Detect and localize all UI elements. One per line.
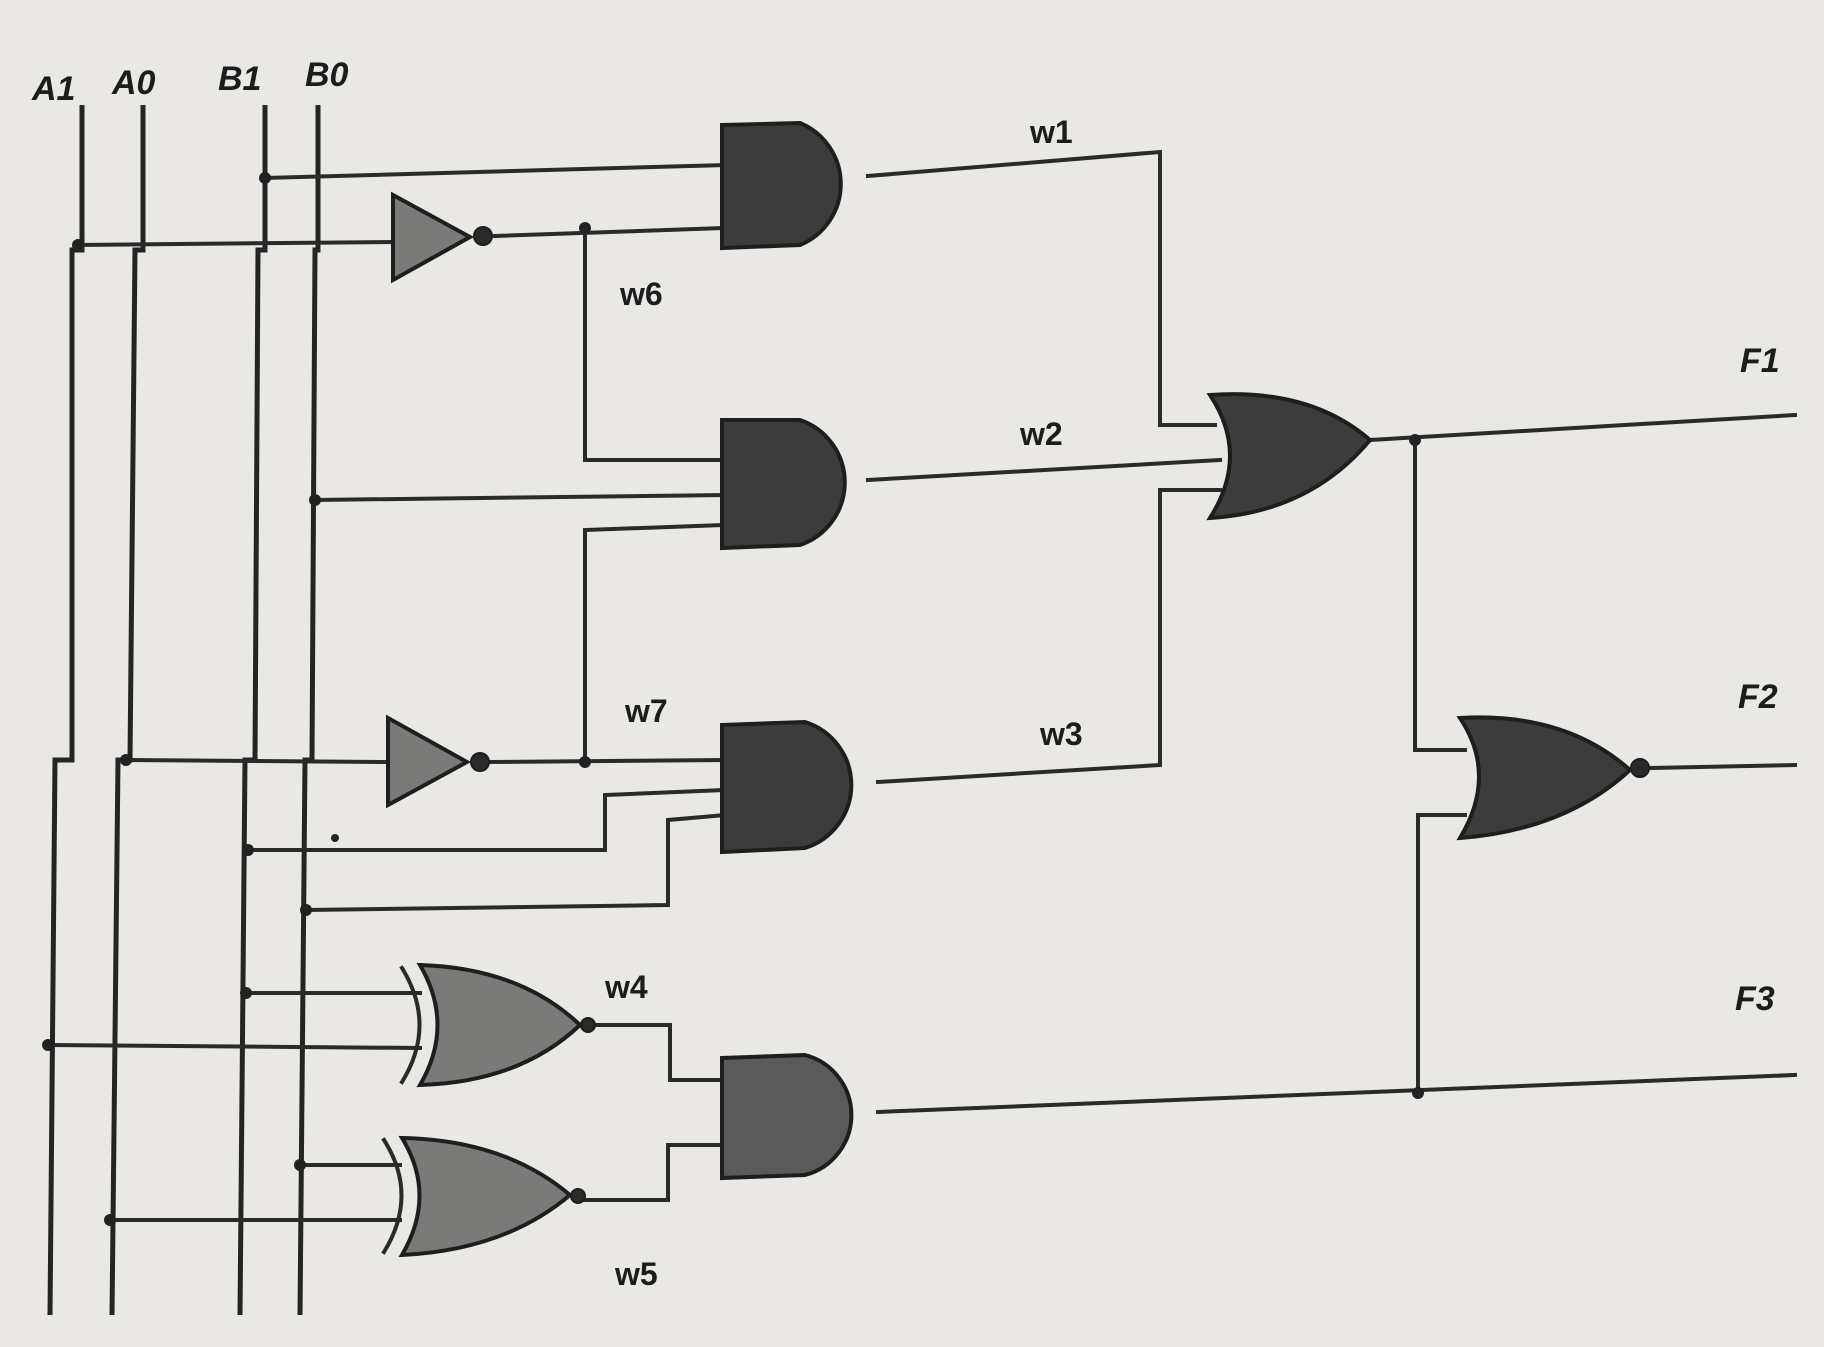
junction-node <box>120 754 132 766</box>
wire-b1-and3 <box>246 787 728 852</box>
wire-w7-and2 <box>583 522 728 762</box>
junction-node <box>309 494 321 506</box>
output-label-f3: F3 <box>1735 980 1775 1018</box>
junction-node <box>300 904 312 916</box>
and-gate-2 <box>720 418 847 551</box>
wire-label-w2: w2 <box>1019 416 1063 452</box>
junction-node <box>579 756 591 768</box>
wire-label-w4: w4 <box>604 969 648 1005</box>
wire-a1-not1 <box>75 239 393 248</box>
wire-b0-and3 <box>303 812 728 913</box>
wire-label-w7: w7 <box>624 693 668 729</box>
wire-w7-and3 <box>487 757 728 765</box>
junction-node <box>294 1159 306 1171</box>
and-gate-4 <box>720 1052 854 1181</box>
wire-f1 <box>1367 412 1798 443</box>
bus-line-a0 <box>109 105 146 1316</box>
bus-line-a1 <box>47 105 85 1316</box>
wire-b0-and2 <box>312 492 728 503</box>
bus-line-b1 <box>237 105 268 1316</box>
input-label-b0: B0 <box>305 56 349 94</box>
wire-labels: w1 w6 w2 w7 w3 w4 w5 <box>604 114 1083 1292</box>
junction-node <box>331 834 339 842</box>
and-gate-1 <box>720 120 843 251</box>
input-label-a0: A0 <box>111 64 156 102</box>
and-gate-3 <box>720 719 854 855</box>
xnor-gate-1 <box>399 962 596 1088</box>
junction-node <box>242 844 254 856</box>
wire-w1 <box>865 149 1217 427</box>
junction-node <box>1412 1087 1424 1099</box>
junction-node <box>72 239 84 251</box>
input-label-a1: A1 <box>31 70 75 108</box>
wire-a1-xnor1 <box>45 1042 423 1051</box>
junction-nodes <box>42 172 1424 1226</box>
wire-w6-down <box>583 226 727 462</box>
junction-node <box>1409 434 1421 446</box>
wire-label-w5: w5 <box>614 1256 658 1292</box>
wire-w6-and1 <box>492 225 728 239</box>
wire-label-w6: w6 <box>619 276 663 312</box>
bus-line-b0 <box>297 105 321 1316</box>
wire-b1-and1 <box>262 162 728 181</box>
junction-node <box>42 1039 54 1051</box>
xnor-gate-2 <box>381 1135 586 1258</box>
wire-w4 <box>588 1023 727 1082</box>
nor-gate-1 <box>1456 715 1650 841</box>
not-gate-1 <box>391 191 493 284</box>
or-gate-1 <box>1206 392 1373 521</box>
junction-node <box>579 222 591 234</box>
wire-w5 <box>578 1143 727 1202</box>
wire-w3 <box>875 488 1222 785</box>
output-label-f2: F2 <box>1738 678 1778 716</box>
output-label-f1: F1 <box>1740 342 1780 380</box>
input-labels: A1 A0 B1 B0 <box>31 56 349 108</box>
output-labels: F1 F2 F3 <box>1735 342 1780 1018</box>
wire-w2 <box>865 457 1223 483</box>
wire-f2 <box>1647 762 1798 771</box>
wires <box>45 149 1798 1222</box>
input-bus <box>47 105 321 1316</box>
wire-f3 <box>875 1072 1798 1115</box>
junction-node <box>104 1214 116 1226</box>
wire-label-w1: w1 <box>1029 114 1073 150</box>
wire-label-w3: w3 <box>1039 716 1083 752</box>
wire-f3-nor <box>1416 813 1467 1097</box>
input-label-b1: B1 <box>218 60 261 98</box>
wire-a0-not2 <box>123 757 388 765</box>
junction-node <box>240 987 252 999</box>
junction-node <box>259 172 271 184</box>
not-gate-2 <box>386 714 490 809</box>
gates <box>381 120 1650 1258</box>
wire-f1-nor <box>1413 438 1467 752</box>
